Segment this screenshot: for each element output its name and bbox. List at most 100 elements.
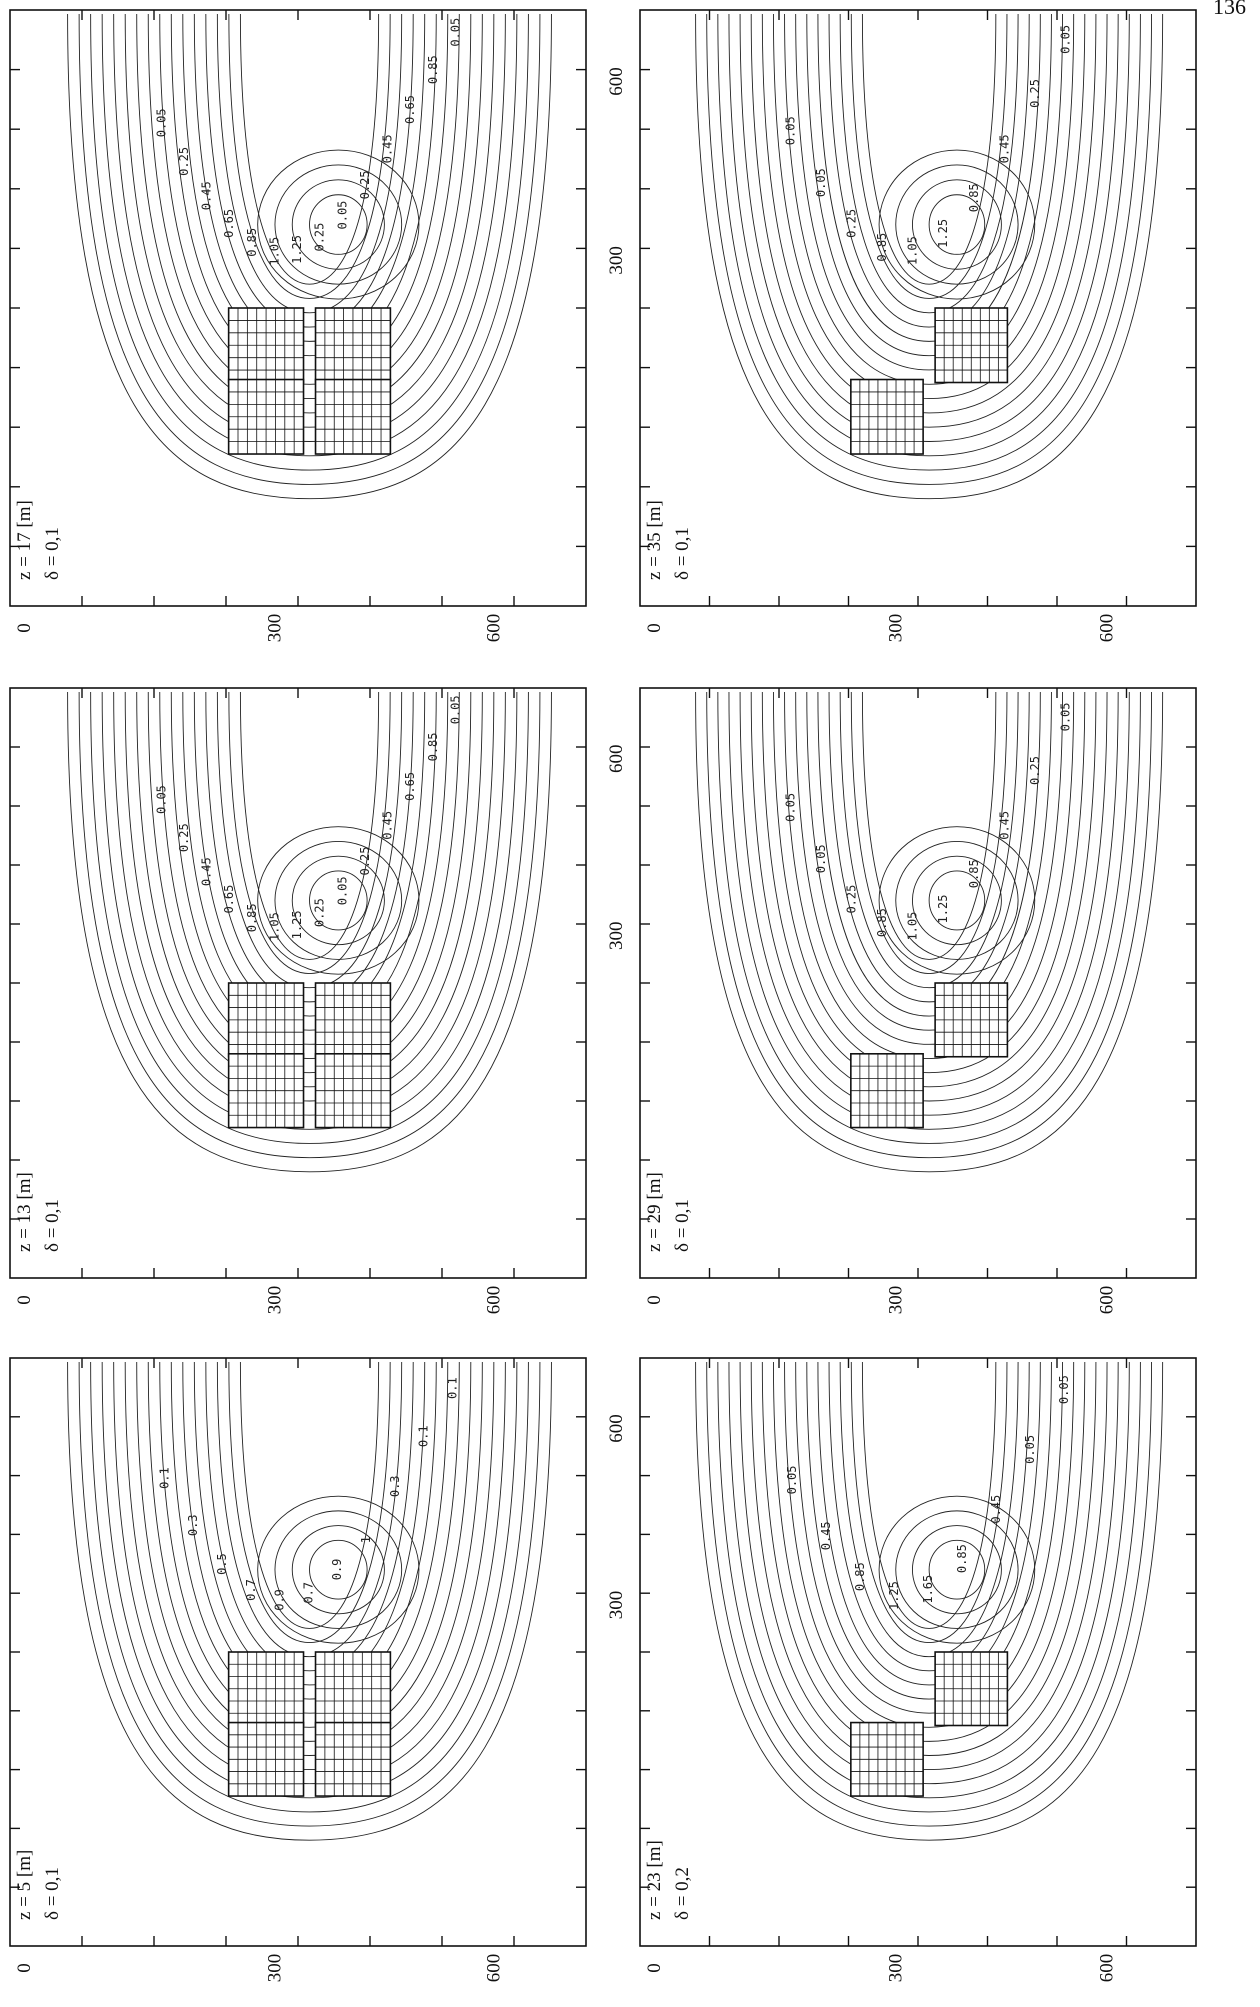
contour-label: 0.7 [244, 1579, 258, 1601]
contour-label: 0.65 [222, 209, 236, 238]
contour-label: 0.05 [335, 201, 349, 230]
contour-line [861, 1361, 997, 1629]
contour-line [291, 1525, 385, 1615]
contour-label: 0.25 [358, 847, 372, 876]
contour-line [193, 13, 426, 342]
contour-label: 0.05 [814, 168, 828, 197]
tick-label: 300 [265, 1954, 286, 1983]
contour-label: 0.05 [814, 844, 828, 873]
z-label: z = 29 [m] [644, 1172, 665, 1252]
contour-line [182, 691, 437, 1031]
contour-label: 0.45 [381, 134, 395, 163]
contour-line [124, 691, 495, 1102]
contour-line [274, 164, 403, 285]
tick-label: 0 [644, 1295, 665, 1305]
contour-label: 0.45 [381, 811, 395, 840]
contour-line [205, 13, 414, 328]
contour-line [257, 149, 420, 300]
contour-label: 0.85 [875, 233, 889, 262]
contour-label: 1 [359, 1536, 373, 1543]
contour-line [911, 179, 1002, 270]
contour-line [717, 691, 1141, 1144]
contour-label: 0.85 [967, 183, 981, 212]
contour-line [193, 691, 426, 1017]
contour-line [101, 1361, 518, 1799]
contour-line [806, 1361, 1052, 1700]
contour-line [291, 855, 385, 946]
building-grid [227, 378, 305, 455]
delta-label: δ = 0,1 [42, 1867, 63, 1920]
contour-line [878, 826, 1036, 975]
contour-line [761, 13, 1097, 414]
tick-label: 300 [606, 922, 627, 951]
contour-line [817, 13, 1041, 342]
contour-line [113, 691, 506, 1116]
contour-label: 1.25 [290, 235, 304, 264]
building-grid [314, 1721, 392, 1797]
contour-line [772, 13, 1086, 400]
contour-line [170, 1361, 449, 1714]
contour-line [136, 13, 483, 414]
contour-label: 1.25 [936, 219, 950, 248]
panel-e: 0 300 600 300 600 z = 29 [m] δ = 0,1 0.05 0.05 0.… [606, 687, 1197, 1315]
contour-line [274, 1510, 403, 1629]
tick-label: 0 [14, 1295, 35, 1305]
contour-label: 0.05 [448, 695, 462, 724]
contour-line [205, 691, 414, 1003]
building-grid [850, 1053, 924, 1129]
contour-line [928, 194, 986, 255]
contour-line [850, 691, 1008, 975]
contour-label: 0.85 [853, 1562, 867, 1591]
contour-line [806, 691, 1052, 1031]
contour-label: 0.9 [330, 1559, 344, 1581]
contour-label: 0.05 [1057, 1375, 1071, 1404]
contour-label: 0.85 [967, 859, 981, 888]
contour-label: 0.3 [388, 1475, 402, 1497]
contour-label: 0.45 [997, 811, 1011, 840]
contour-line [239, 691, 380, 960]
contour-label: 1.05 [906, 912, 920, 941]
contour-label: 0.3 [186, 1514, 200, 1536]
tick-label: 600 [484, 614, 505, 643]
contour-line [828, 691, 1030, 1003]
contour-line [228, 1361, 391, 1644]
tick-label: 600 [1097, 1286, 1118, 1315]
contour-line [274, 840, 403, 960]
tick-label: 0 [14, 1963, 35, 1973]
contour-line [706, 691, 1152, 1159]
delta-label: δ = 0,1 [672, 527, 693, 580]
contour-line [147, 1361, 472, 1742]
contour-line [101, 691, 518, 1130]
contour-label: 0.1 [417, 1425, 431, 1447]
tick-label: 300 [885, 614, 906, 643]
contour-label: 0.1 [157, 1467, 171, 1489]
building-grid [314, 378, 392, 455]
contour-line [216, 1361, 403, 1658]
contour-line [193, 1361, 426, 1686]
contour-line [784, 1361, 1075, 1728]
contour-line [772, 1361, 1086, 1742]
contour-line [67, 13, 552, 500]
contour-line [839, 13, 1019, 314]
contour-line [728, 691, 1130, 1130]
contour-line [839, 1361, 1019, 1658]
contour-line [182, 1361, 437, 1700]
contour-line [159, 691, 460, 1059]
contour-line [216, 13, 403, 314]
building-grid [850, 1721, 924, 1797]
contour-line [124, 1361, 495, 1771]
contour-label: 0.05 [783, 793, 797, 822]
building-grid [314, 982, 392, 1058]
contour-line [761, 691, 1097, 1088]
contour-line [136, 691, 483, 1088]
contour-label: 0.45 [989, 1495, 1003, 1524]
contour-line [784, 691, 1075, 1059]
tick-label: 0 [644, 623, 665, 633]
contour-line [78, 13, 541, 485]
tick-label: 600 [606, 1414, 627, 1443]
contour-line [124, 13, 495, 428]
contour-label: 0.05 [448, 18, 462, 47]
tick-label: 600 [606, 67, 627, 96]
z-label: z = 35 [m] [644, 500, 665, 580]
contour-line [795, 13, 1064, 371]
